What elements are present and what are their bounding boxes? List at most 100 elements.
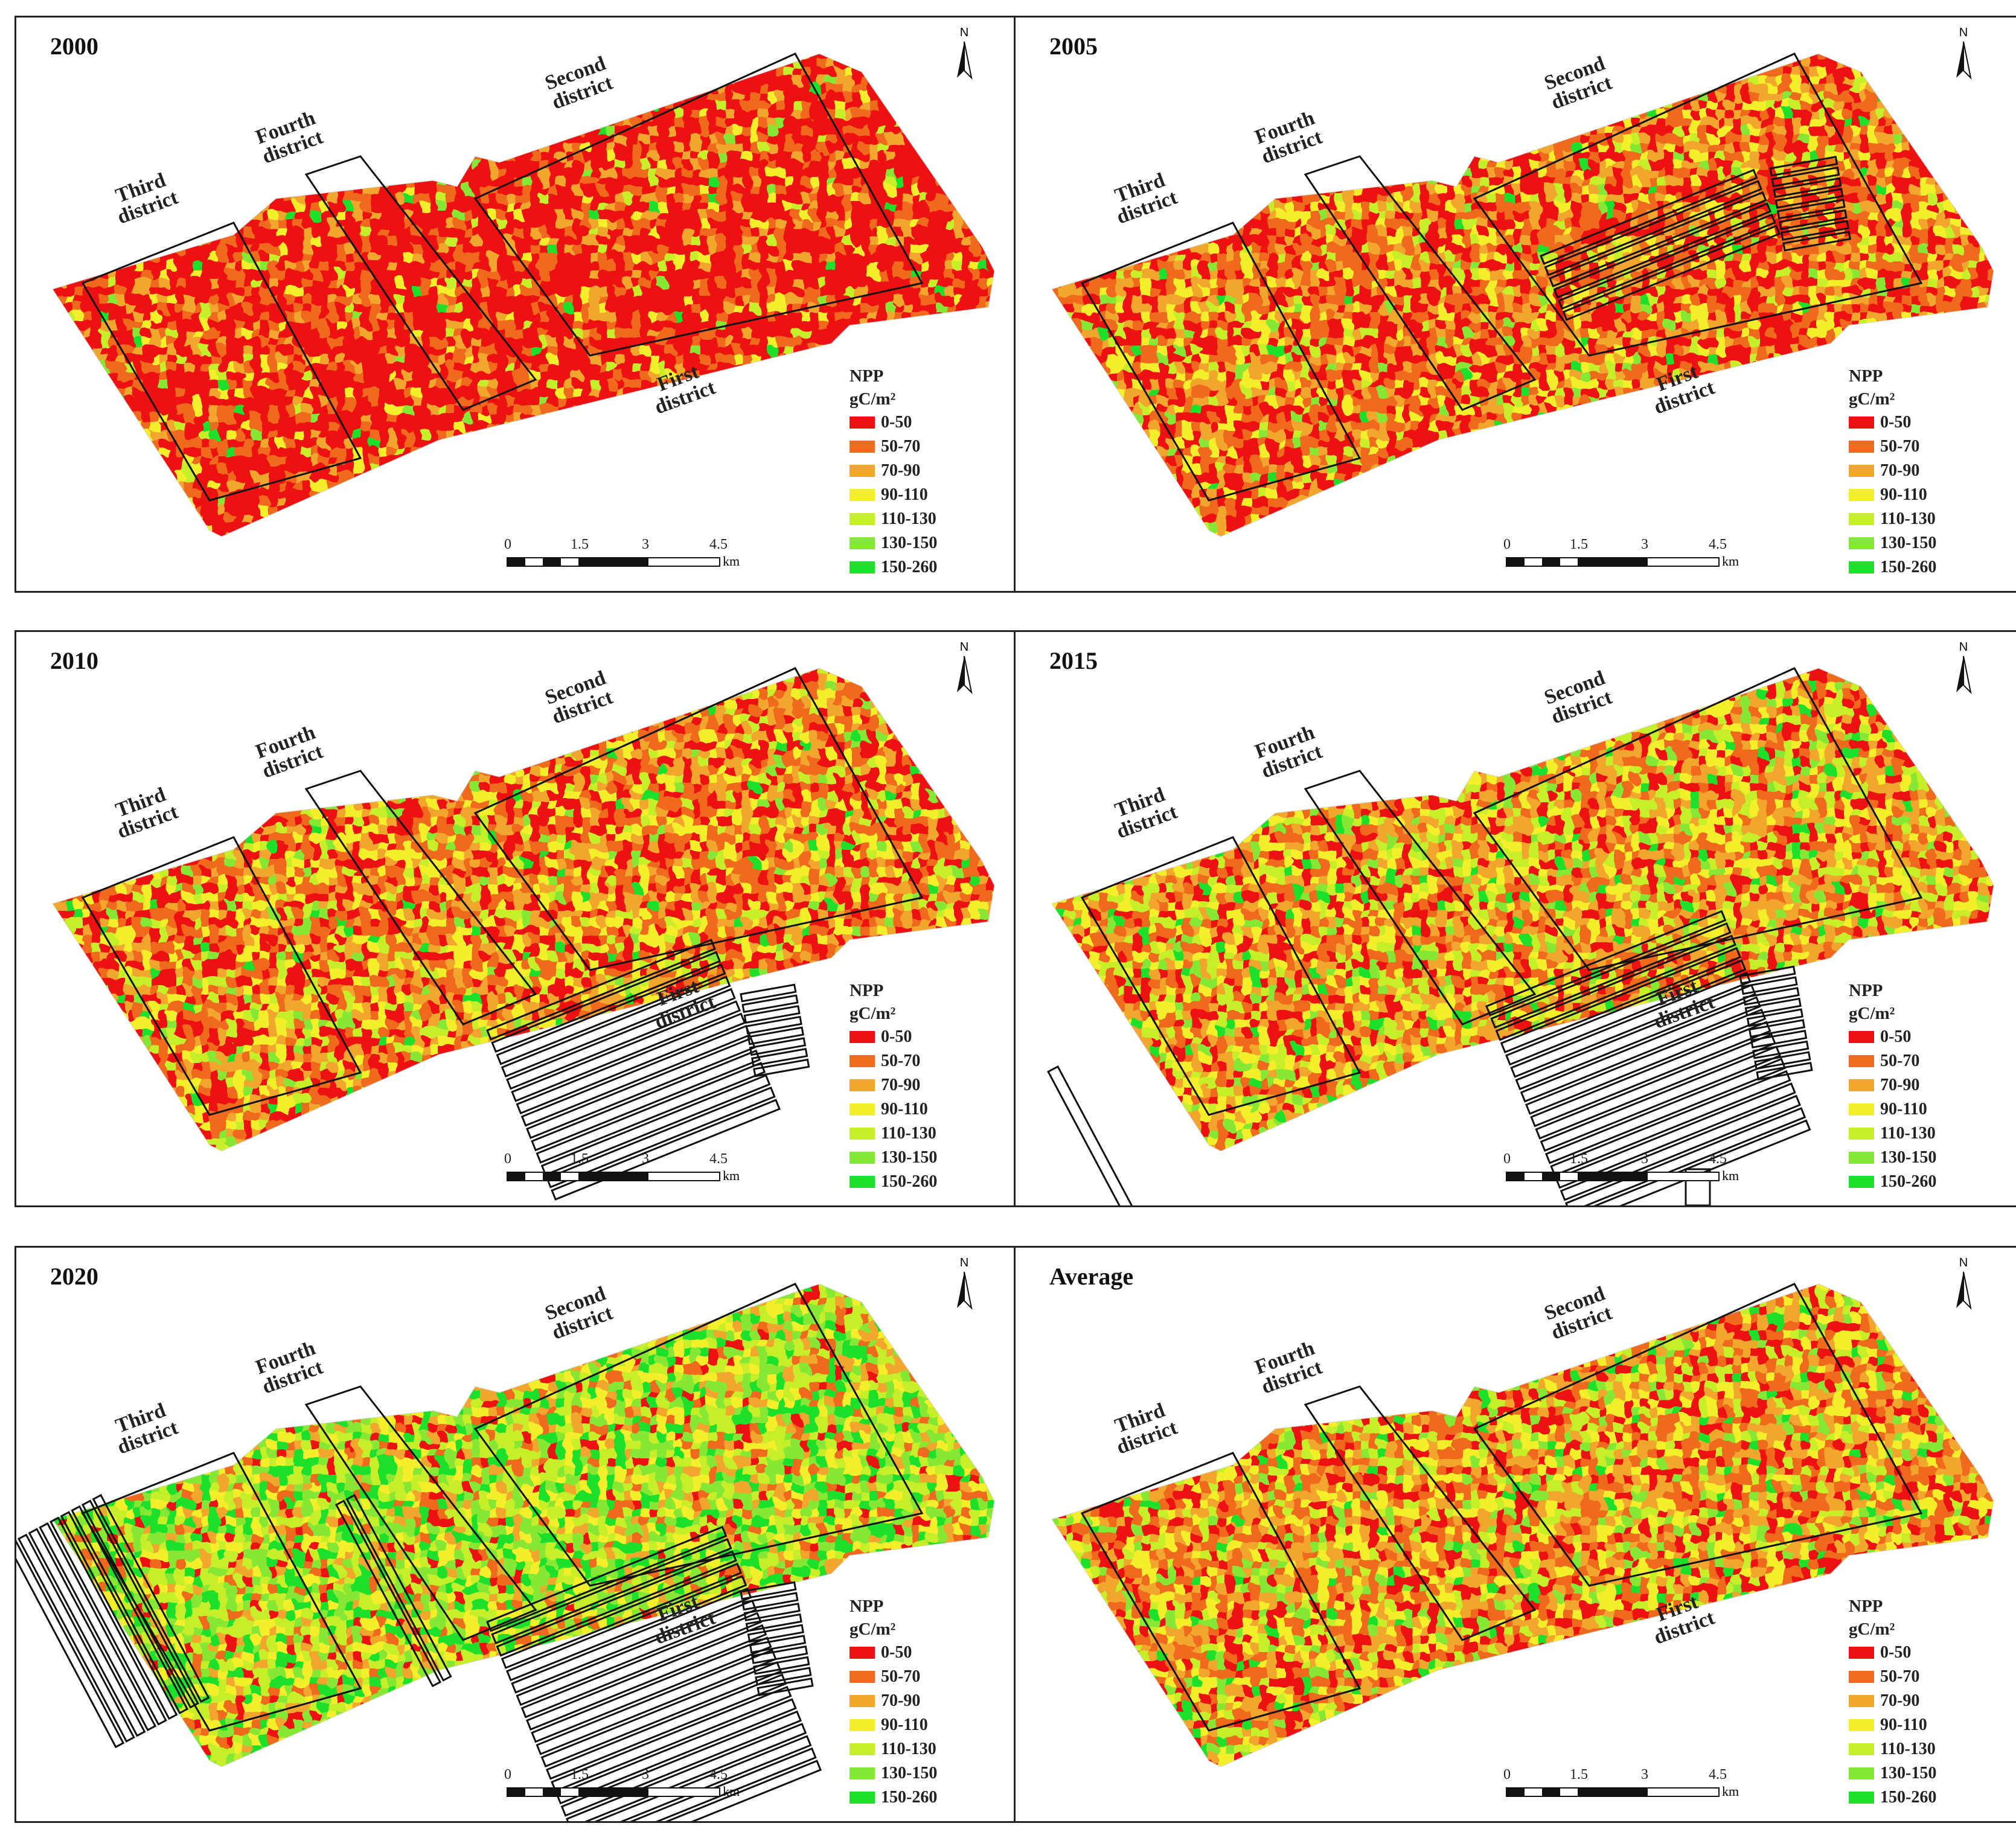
legend-label: 130-150 [1880,1148,1936,1167]
north-arrow: N [946,26,982,86]
scale-segment [560,1173,578,1180]
legend-item: 90-110 [850,1097,937,1122]
legend-swatch [1849,1695,1874,1707]
legend-label: 90-110 [881,1715,928,1735]
legend-swatch [1849,1743,1874,1755]
legend-item: 150-260 [1849,555,1936,579]
north-label: N [946,1256,982,1270]
scale-tick: 3 [642,537,649,553]
scale-track [507,557,720,567]
scale-segment [1560,1789,1578,1796]
legend-item: 110-130 [850,1122,937,1146]
npp-legend: NPP gC/m² 0-50 50-70 70-90 90-110 110-130 130-1… [850,979,937,1194]
map-panel: 2000 N Third district Fourth district Second di… [14,16,1024,593]
legend-swatch [850,1671,875,1683]
legend-unit: gC/m² [1849,1002,1936,1025]
legend-label: 150-260 [881,558,937,577]
map-panel: 2015 N Third district Fourth district Second di… [1014,630,2016,1207]
legend-swatch [850,1152,875,1164]
scale-track [1506,1172,1720,1181]
north-arrow: N [946,1256,982,1316]
fourth-district-boundary [1304,155,1537,411]
legend-swatch [850,1792,875,1804]
panel-title: 2005 [1049,32,1098,60]
legend-swatch [850,1176,875,1188]
legend-item: 0-50 [1849,410,1936,435]
legend-label: 110-130 [1880,1740,1936,1759]
legend-item: 130-150 [1849,1761,1936,1786]
scale-tick: 4.5 [1709,1767,1727,1783]
legend-item: 130-150 [850,1146,937,1170]
legend-item: 130-150 [1849,1146,1936,1170]
legend-title: NPP [850,365,937,388]
legend-swatch [850,1719,875,1731]
scale-segment [648,1173,720,1180]
legend-item: 90-110 [1849,1713,1936,1737]
legend-swatch [850,1055,875,1067]
legend-label: 130-150 [881,1764,937,1783]
legend-label: 150-260 [881,1788,937,1807]
legend-unit: gC/m² [1849,1618,1936,1641]
legend-swatch [1849,489,1874,501]
legend-swatch [1849,537,1874,549]
scale-tick: 4.5 [709,537,728,553]
legend-label: 150-260 [881,1172,937,1192]
north-arrow-icon [957,1271,973,1310]
legend-label: 90-110 [1880,485,1927,505]
legend-swatch [1849,441,1874,453]
scale-segment [1507,1173,1525,1180]
panel-title: 2000 [50,32,98,60]
legend-swatch [850,561,875,573]
scale-track [507,1172,720,1181]
legend-label: 130-150 [1880,534,1936,553]
legend-label: 70-90 [881,461,920,480]
scale-tick: 1.5 [1570,1767,1588,1783]
scale-tick: 0 [1503,1767,1511,1783]
farm-field-outlines [16,1493,822,1821]
legend-title: NPP [850,979,937,1002]
legend-label: 50-70 [881,1667,920,1687]
legend-label: 50-70 [1880,437,1919,456]
scale-tick: 0 [1503,1151,1511,1167]
scale-tick: 3 [1641,1151,1648,1167]
third-district-boundary [1080,836,1362,1116]
scale-segment [1542,1173,1560,1180]
scale-segment [560,1789,578,1796]
legend-item: 70-90 [1849,1073,1936,1097]
second-district-boundary [1473,53,1923,357]
legend-swatch [1849,561,1874,573]
scale-unit: km [1722,1168,1739,1184]
second-district-boundary [1473,1283,1923,1587]
legend-label: 0-50 [881,413,912,432]
fourth-district-boundary [1304,770,1537,1026]
legend-label: 130-150 [881,534,937,553]
north-arrow-icon [957,656,973,695]
npp-raster-map [1051,1283,1994,1767]
scale-unit: km [723,1168,740,1184]
north-label: N [1945,1256,1982,1270]
legend-item: 110-130 [1849,507,1936,531]
legend-item: 50-70 [850,1049,937,1073]
scale-track [507,1787,720,1797]
legend-label: 150-260 [1880,558,1936,577]
scale-tick: 0 [1503,537,1511,553]
legend-item: 150-260 [850,1170,937,1194]
scale-segment [1577,558,1648,566]
legend-label: 150-260 [1880,1788,1936,1807]
legend-label: 130-150 [881,1148,937,1167]
scale-segment [508,558,526,566]
scale-track [1506,1787,1720,1797]
legend-label: 0-50 [1880,413,1911,432]
second-district-boundary [473,667,924,971]
scale-segment [578,1789,649,1796]
second-district-boundary [473,1283,924,1587]
scale-bar: 0 1.5 3 4.5 km [504,1767,740,1803]
north-arrow-icon [957,41,973,80]
legend-label: 110-130 [881,509,936,529]
legend-swatch [850,441,875,453]
legend-swatch [1849,416,1874,429]
scale-bar: 0 1.5 3 4.5 km [504,1151,740,1187]
scale-segment [543,1173,561,1180]
legend-swatch [850,1743,875,1755]
panel-title: 2010 [50,646,98,675]
